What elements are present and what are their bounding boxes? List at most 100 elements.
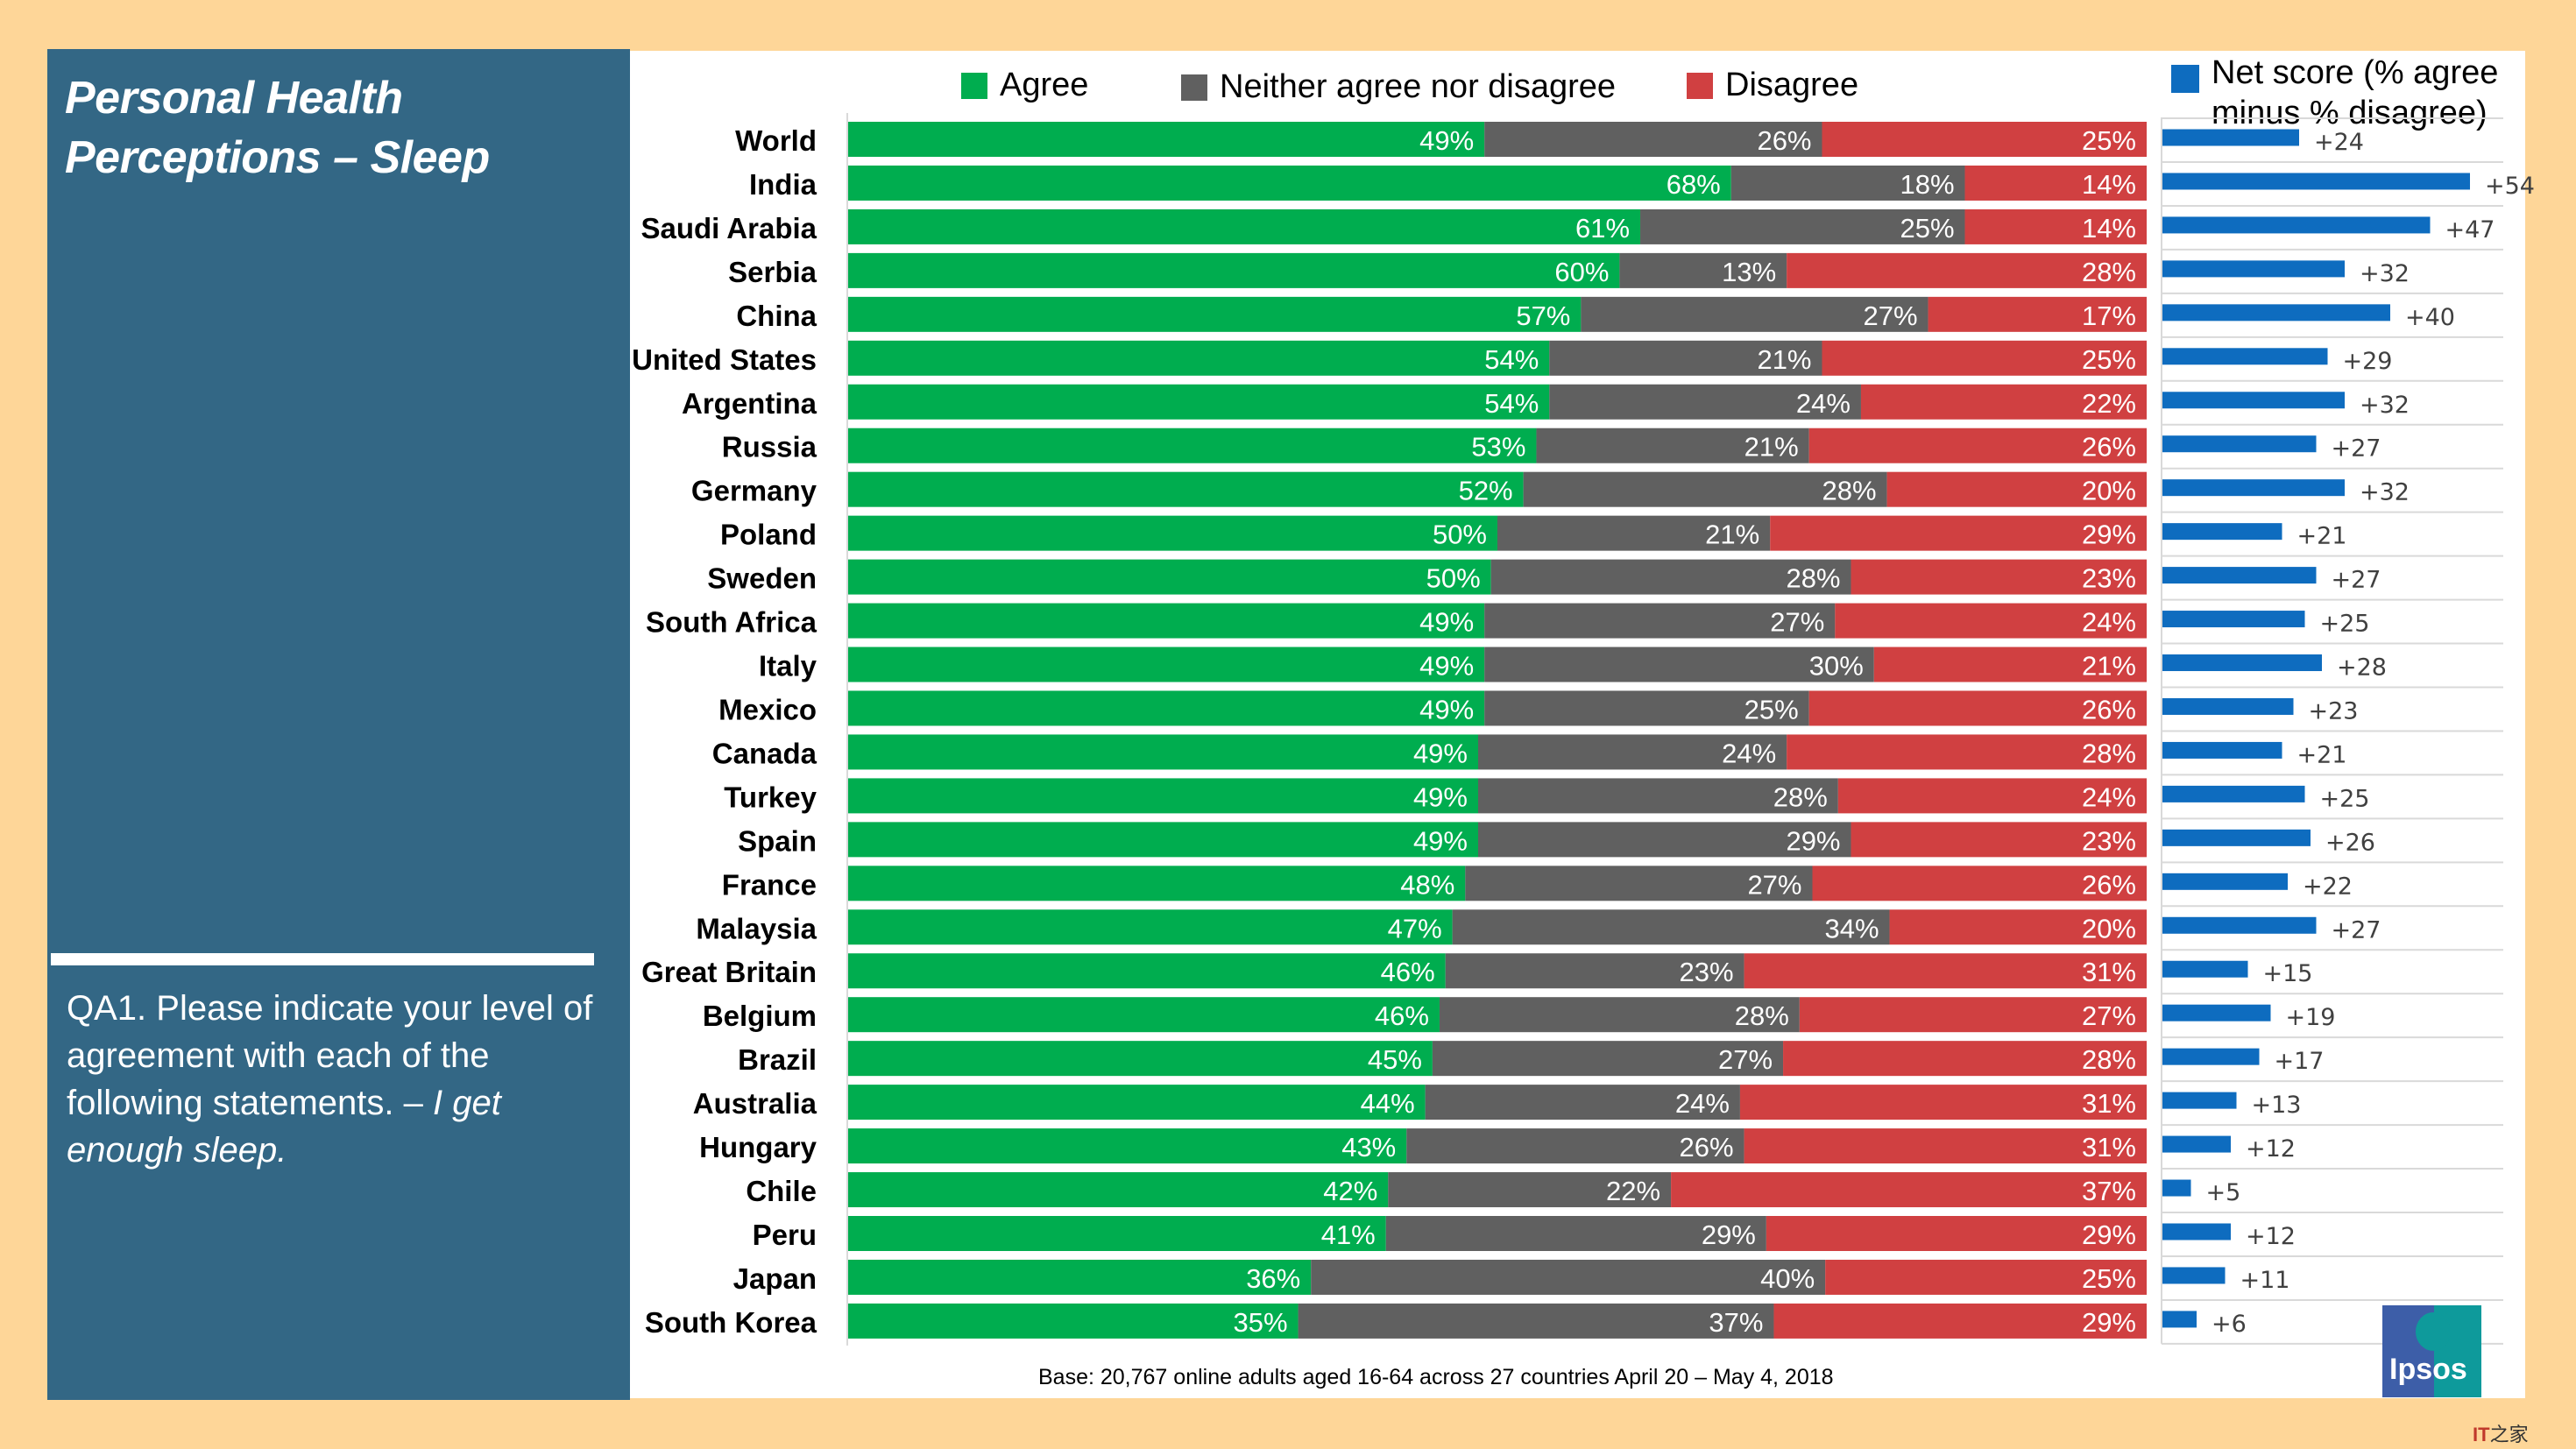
net-score-bar xyxy=(2162,741,2282,759)
bar-segment-disagree xyxy=(1822,340,2147,376)
bar-segment-agree xyxy=(848,559,1491,595)
data-label-disagree: 21% xyxy=(2082,651,2136,682)
net-score-label: +27 xyxy=(2332,916,2381,944)
data-label-neither: 27% xyxy=(1770,607,1824,638)
legend-swatch-neither xyxy=(1181,74,1207,101)
country-label: Chile xyxy=(746,1175,817,1207)
net-score-label: +23 xyxy=(2309,697,2359,724)
data-label-agree: 47% xyxy=(1388,913,1442,944)
bar-segment-agree xyxy=(848,209,1641,244)
data-label-agree: 49% xyxy=(1419,694,1474,724)
logo-text: Ipsos xyxy=(2389,1353,2467,1386)
data-label-disagree: 26% xyxy=(2082,694,2136,724)
bar-segment-disagree xyxy=(1744,953,2147,989)
data-label-agree: 61% xyxy=(1575,213,1630,244)
net-score-label: +24 xyxy=(2314,129,2364,156)
bar-segment-agree xyxy=(848,515,1497,551)
bar-segment-neither xyxy=(1432,1041,1784,1077)
bar-segment-agree xyxy=(848,909,1453,945)
data-label-disagree: 24% xyxy=(2082,781,2136,812)
net-score-label: +5 xyxy=(2206,1179,2241,1206)
data-label-neither: 29% xyxy=(1786,825,1840,856)
question-text: QA1. Please indicate your level of agree… xyxy=(67,985,610,1174)
title-line-1: Personal Health xyxy=(65,73,403,124)
data-label-agree: 49% xyxy=(1413,781,1468,812)
country-label: South Africa xyxy=(646,606,817,639)
legend-disagree: Disagree xyxy=(1687,67,1858,104)
bar-segment-neither xyxy=(1549,384,1861,420)
data-label-agree: 53% xyxy=(1471,432,1525,463)
net-score-bar xyxy=(2162,260,2345,278)
net-score-label: +6 xyxy=(2212,1311,2247,1338)
country-label: Hungary xyxy=(699,1131,817,1163)
net-score-label: +32 xyxy=(2360,392,2410,419)
country-label: Poland xyxy=(720,519,817,551)
net-score-bar xyxy=(2162,654,2322,672)
bar-segment-neither xyxy=(1523,471,1887,507)
net-score-bar xyxy=(2162,348,2328,365)
data-label-neither: 26% xyxy=(1757,125,1811,156)
data-label-disagree: 28% xyxy=(2082,1044,2136,1075)
net-score-bar xyxy=(2162,1048,2260,1065)
data-label-disagree: 14% xyxy=(2082,169,2136,200)
data-label-neither: 25% xyxy=(1900,213,1954,244)
country-label: Spain xyxy=(738,824,817,857)
logo-head-icon xyxy=(2416,1312,2451,1351)
data-label-disagree: 22% xyxy=(2082,388,2136,419)
bar-segment-neither xyxy=(1490,559,1851,595)
bar-segment-agree xyxy=(848,1303,1299,1339)
country-label: Italy xyxy=(759,650,817,682)
net-score-label: +47 xyxy=(2445,216,2495,244)
data-label-agree: 41% xyxy=(1321,1219,1376,1250)
data-label-neither: 22% xyxy=(1606,1176,1660,1206)
bar-segment-agree xyxy=(848,1259,1312,1295)
legend-label-neither: Neither agree nor disagree xyxy=(1220,68,1617,105)
title-line-2: Perceptions – Sleep xyxy=(65,132,490,183)
data-label-agree: 44% xyxy=(1361,1088,1415,1119)
data-label-agree: 49% xyxy=(1413,825,1468,856)
bar-segment-agree xyxy=(848,953,1446,989)
bar-segment-disagree xyxy=(1964,209,2147,244)
net-score-bar xyxy=(2162,479,2345,497)
legend-label-agree: Agree xyxy=(1000,67,1089,103)
data-label-disagree: 31% xyxy=(2082,1132,2136,1163)
bar-segment-neither xyxy=(1406,1128,1744,1164)
data-label-neither: 37% xyxy=(1709,1307,1763,1338)
bar-segment-disagree xyxy=(1744,1128,2147,1164)
data-label-neither: 25% xyxy=(1744,694,1799,724)
data-label-neither: 26% xyxy=(1680,1132,1734,1163)
bar-segment-neither xyxy=(1388,1172,1672,1208)
bar-segment-agree xyxy=(848,603,1485,639)
data-label-neither: 28% xyxy=(1735,1000,1789,1031)
data-label-disagree: 14% xyxy=(2082,213,2136,244)
country-label: Peru xyxy=(753,1219,817,1251)
bar-segment-disagree xyxy=(1860,384,2147,420)
net-score-label: +15 xyxy=(2263,960,2313,987)
net-score-label: +12 xyxy=(2246,1223,2296,1250)
data-label-neither: 27% xyxy=(1864,300,1918,331)
bar-segment-disagree xyxy=(1928,296,2147,332)
bar-segment-agree xyxy=(848,997,1440,1033)
net-score-bar xyxy=(2162,829,2311,846)
bar-segment-disagree xyxy=(1808,428,2147,463)
data-label-disagree: 24% xyxy=(2082,607,2136,638)
country-label: France xyxy=(722,868,817,901)
data-label-disagree: 29% xyxy=(2082,520,2136,550)
net-score-bar xyxy=(2162,216,2431,234)
data-label-disagree: 23% xyxy=(2082,563,2136,594)
data-label-disagree: 27% xyxy=(2082,1000,2136,1031)
data-label-agree: 43% xyxy=(1341,1132,1396,1163)
net-score-label: +25 xyxy=(2320,785,2370,812)
net-score-bar xyxy=(2162,873,2288,890)
bar-segment-neither xyxy=(1439,997,1800,1033)
country-label: Belgium xyxy=(703,1000,817,1032)
bar-segment-disagree xyxy=(1671,1172,2147,1208)
legend-agree: Agree xyxy=(961,67,1088,104)
bar-segment-agree xyxy=(848,1172,1389,1208)
data-label-neither: 27% xyxy=(1718,1044,1773,1075)
net-score-bar xyxy=(2162,697,2294,715)
net-score-bar xyxy=(2162,567,2317,584)
data-label-agree: 54% xyxy=(1484,388,1539,419)
bar-segment-neither xyxy=(1425,1085,1740,1120)
